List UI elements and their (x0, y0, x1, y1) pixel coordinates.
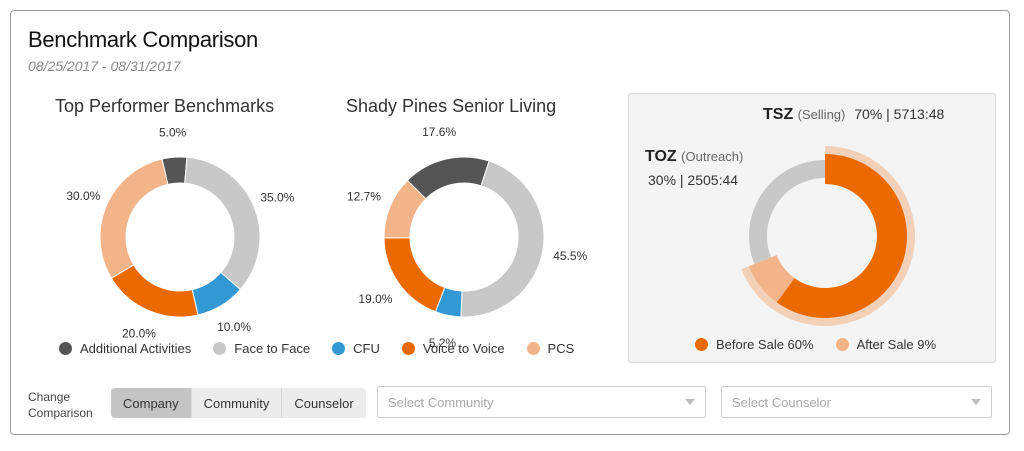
legend-label: Face to Face (234, 341, 311, 356)
legend-swatch (213, 342, 227, 355)
shady-pines-slice-3 (383, 237, 446, 313)
tsz-header: TSZ (Selling) 70% | 5713:48 (763, 106, 944, 124)
tsz-value: 70% | 5713:48 (854, 106, 945, 122)
shady-pines-label-1: 45.5% (553, 249, 587, 263)
date-range: 08/25/2017 - 08/31/2017 (28, 58, 181, 74)
time-breakdown-panel: TSZ (Selling) 70% | 5713:48 TOZ (Outreac… (628, 93, 996, 363)
change-label-line2: Comparison (28, 406, 93, 420)
top-performer-label-2: 10.0% (217, 320, 251, 334)
shady-pines-slice-4 (383, 179, 427, 239)
tsz-code: TSZ (763, 106, 794, 123)
top-performer-label-0: 5.0% (159, 125, 187, 139)
top-performer-label-1: 35.0% (260, 191, 294, 205)
legend-item: Before Sale 60% (695, 337, 814, 352)
donut-chart-top-performer: 5.0% 35.0% 10.0% 20.0% 30.0% (66, 125, 294, 341)
legend-label: Before Sale 60% (716, 337, 814, 352)
legend-swatch (835, 338, 849, 351)
chart-title-shady-pines: Shady Pines Senior Living (346, 96, 557, 116)
legend-swatch (401, 342, 415, 355)
legend-label: After Sale 9% (856, 337, 937, 352)
top-performer-slice-1 (184, 156, 261, 291)
toz-arc (749, 160, 825, 264)
legend-item: Face to Face (213, 341, 310, 356)
shady-pines-label-0: 17.6% (422, 125, 456, 139)
chart-legend: Additional Activities Face to Face CFU Voic… (59, 341, 596, 356)
legend-swatch (695, 338, 708, 351)
panel-legend: Before Sale 60% After Sale 9% (695, 337, 958, 352)
legend-item: Additional Activities (59, 341, 191, 356)
legend-swatch (332, 342, 346, 355)
legend-label: Additional Activities (80, 341, 192, 356)
donut-chart-shady-pines: 17.6% 45.5% 5.2% 19.0% 12.7% (347, 125, 588, 350)
legend-swatch (526, 342, 540, 355)
chevron-down-icon (685, 399, 695, 405)
segment-company-button[interactable]: Company (111, 388, 192, 418)
page-title: Benchmark Comparison (28, 27, 258, 52)
shady-pines-label-3: 19.0% (358, 292, 392, 306)
change-label-line1: Change (28, 390, 71, 404)
tsz-sub: (Selling) (797, 107, 846, 122)
toz-value: 30% | 2505:44 (648, 172, 739, 188)
select-counselor-placeholder: Select Counselor (732, 394, 831, 410)
legend-item: After Sale 9% (835, 337, 937, 352)
legend-label: PCS (547, 341, 575, 356)
legend-item: Voice to Voice (401, 341, 505, 356)
comparison-segmented-control: Company Community Counselor (111, 388, 366, 418)
chart-title-top-performer: Top Performer Benchmarks (55, 96, 275, 116)
donut-chart-time-split (741, 146, 915, 326)
select-community-dropdown[interactable]: Select Community (377, 386, 706, 418)
before-sale-arc (776, 154, 908, 318)
change-comparison-label: Change Comparison (28, 389, 93, 421)
legend-item: CFU (332, 341, 380, 356)
after-sale-arc (748, 255, 795, 303)
toz-sub: (Outreach) (681, 149, 744, 164)
legend-label: Voice to Voice (422, 341, 505, 356)
segment-counselor-button[interactable]: Counselor (282, 388, 366, 418)
top-performer-label-4: 30.0% (66, 189, 100, 203)
legend-label: CFU (353, 341, 380, 356)
legend-swatch (59, 342, 72, 355)
toz-code: TOZ (645, 148, 677, 165)
segment-community-button[interactable]: Community (191, 388, 283, 418)
legend-item: PCS (526, 341, 575, 356)
top-performer-slice-4 (99, 158, 169, 279)
top-performer-slice-3 (110, 264, 199, 318)
top-performer-label-3: 20.0% (122, 327, 156, 341)
select-counselor-dropdown[interactable]: Select Counselor (721, 386, 992, 418)
select-community-placeholder: Select Community (388, 394, 494, 410)
shady-pines-label-4: 12.7% (347, 189, 381, 203)
shady-pines-label-2: 5.2% (429, 336, 457, 350)
toz-header: TOZ (Outreach) (645, 148, 743, 166)
shady-pines-slice-1 (460, 160, 545, 318)
chevron-down-icon (971, 399, 981, 405)
benchmark-card: Benchmark Comparison 08/25/2017 - 08/31/… (10, 10, 1010, 435)
